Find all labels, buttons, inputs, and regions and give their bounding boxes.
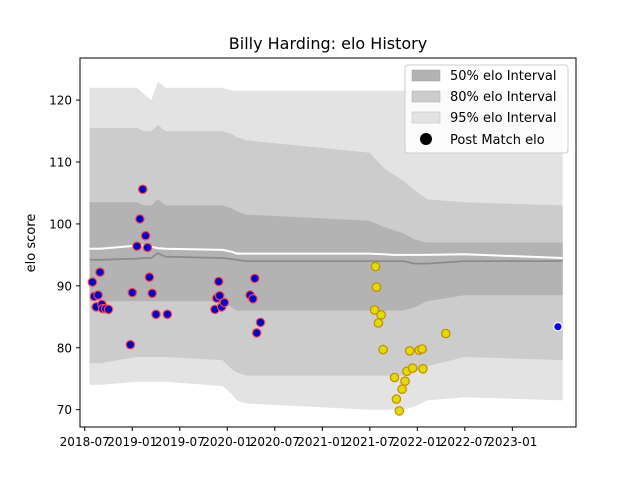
x-tick-label: 2018-07 <box>60 435 110 449</box>
legend-frame <box>404 64 569 154</box>
x-tick-label: 2021-07 <box>345 435 395 449</box>
elo-point <box>135 214 145 224</box>
elo-point <box>371 282 382 292</box>
elo-point <box>213 276 224 287</box>
y-tick-label: 80 <box>57 341 72 355</box>
plot-area <box>87 81 563 416</box>
chart-title: Billy Harding: elo History <box>229 34 427 53</box>
plot-frame <box>79 57 577 428</box>
elo-point <box>251 328 262 338</box>
elo-point <box>125 339 136 350</box>
elo-point <box>132 241 142 251</box>
legend-label-80: 80% elo Interval <box>450 90 557 105</box>
x-tick-label: 2021-01 <box>297 435 347 449</box>
x-tick-label: 2022-07 <box>440 435 490 449</box>
elo-point <box>553 321 563 332</box>
legend-label-point: Post Match elo <box>450 133 545 148</box>
elo-points <box>87 184 563 416</box>
interval-bands <box>89 81 563 410</box>
elo-point <box>214 290 225 301</box>
legend: 50% elo Interval 80% elo Interval 95% el… <box>404 64 569 154</box>
elo-point <box>376 310 386 320</box>
x-tick-label: 2020-07 <box>250 435 300 449</box>
legend-marker-point <box>420 133 432 145</box>
elo-point <box>103 304 114 315</box>
elo-point <box>394 406 405 416</box>
legend-swatch-80 <box>411 90 441 103</box>
y-tick-label: 100 <box>49 217 72 231</box>
legend-label-50: 50% elo Interval <box>450 69 557 84</box>
elo-point <box>400 376 410 386</box>
elo-point <box>370 261 381 272</box>
elo-point <box>147 288 157 299</box>
elo-point <box>440 328 451 339</box>
elo-point <box>397 384 407 394</box>
elo-point <box>162 309 173 320</box>
median-elo-line <box>89 251 563 265</box>
elo-point <box>404 345 415 356</box>
legend-swatch-95 <box>411 111 441 124</box>
elo-point <box>219 297 230 308</box>
elo-point <box>127 287 138 298</box>
legend-label-95: 95% elo Interval <box>450 111 557 126</box>
elo-point <box>418 363 428 374</box>
elo-point <box>140 230 151 241</box>
elo-point <box>144 272 155 282</box>
elo-point <box>417 344 427 354</box>
elo-point <box>95 267 105 277</box>
elo-point <box>407 363 418 373</box>
y-tick-label: 110 <box>49 156 72 170</box>
y-tick-label: 90 <box>57 279 72 293</box>
x-tick-label: 2023-01 <box>487 435 537 449</box>
elo-point <box>391 394 402 404</box>
elo-point <box>373 318 384 328</box>
elo-point <box>87 277 98 287</box>
y-tick-label: 120 <box>49 94 72 108</box>
band-50-interval <box>89 199 563 311</box>
elo-point <box>255 317 266 328</box>
x-axis: 2018-072019-012019-072020-012020-072021-… <box>60 427 537 449</box>
elo-point <box>250 273 260 284</box>
y-axis: 70 80 90 100 110 120 <box>49 94 80 417</box>
elo-point <box>248 293 258 304</box>
elo-point <box>151 309 161 320</box>
x-tick-label: 2019-01 <box>107 435 157 449</box>
y-tick-label: 70 <box>57 403 72 417</box>
x-tick-label: 2020-01 <box>202 435 252 449</box>
elo-point <box>137 184 148 195</box>
elo-point <box>378 344 388 355</box>
elo-point <box>369 305 380 315</box>
legend-swatch-50 <box>411 69 441 82</box>
x-tick-label: 2019-07 <box>155 435 205 449</box>
elo-point <box>389 372 400 383</box>
elo-point <box>93 290 103 300</box>
y-axis-label: elo score <box>24 214 39 273</box>
x-tick-label: 2022-01 <box>392 435 442 449</box>
elo-point <box>142 242 153 253</box>
